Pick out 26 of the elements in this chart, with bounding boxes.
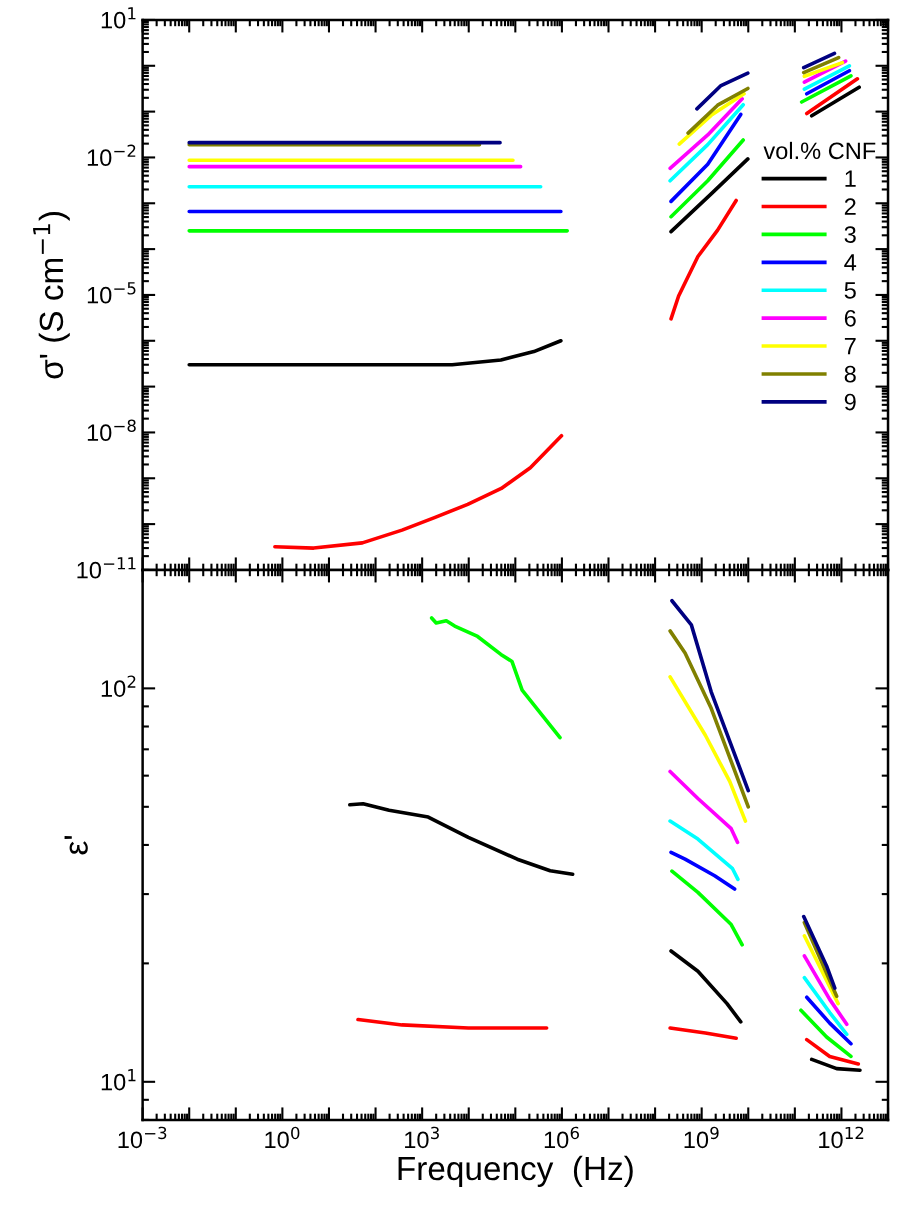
legend-label: 9	[844, 393, 856, 411]
legend-label: 8	[844, 365, 856, 383]
y-tick-label: 10$^{−5}$	[87, 282, 136, 304]
y-tick-label: 10$^{−11}$	[77, 557, 136, 579]
y-tick-label: 10$^{1}$	[101, 7, 136, 29]
y-tick-label: 10$^{−2}$	[87, 144, 136, 167]
x-tick-label: 10$^{6}$	[544, 1126, 579, 1149]
y-axis-title: ε'	[64, 836, 88, 855]
legend-title: vol.% CNF	[763, 141, 876, 160]
x-tick-label: 10$^{12}$	[819, 1126, 864, 1149]
legend-label: 1	[845, 170, 856, 187]
legend-label: 4	[844, 254, 857, 271]
legend-label: 6	[844, 309, 856, 327]
y-tick-label: 10$^{1}$	[101, 1069, 136, 1091]
legend-label: 7	[844, 338, 856, 355]
y-tick-label: 10$^{−8}$	[87, 419, 136, 442]
legend-label: 2	[844, 198, 856, 215]
legend-label: 5	[844, 282, 856, 299]
y-axis-title: σ' (S cm$^{−1}$)	[33, 212, 70, 379]
x-tick-label: 10$^{−3}$	[118, 1126, 167, 1149]
x-tick-label: 10$^{3}$	[405, 1126, 439, 1149]
y-tick-label: 10$^{2}$	[101, 675, 136, 697]
x-tick-label: 10$^{9}$	[684, 1126, 719, 1149]
x-tick-label: 10$^{0}$	[265, 1126, 300, 1149]
x-axis-title: Frequency (Hz)	[398, 1155, 633, 1187]
legend-label: 3	[844, 226, 856, 243]
